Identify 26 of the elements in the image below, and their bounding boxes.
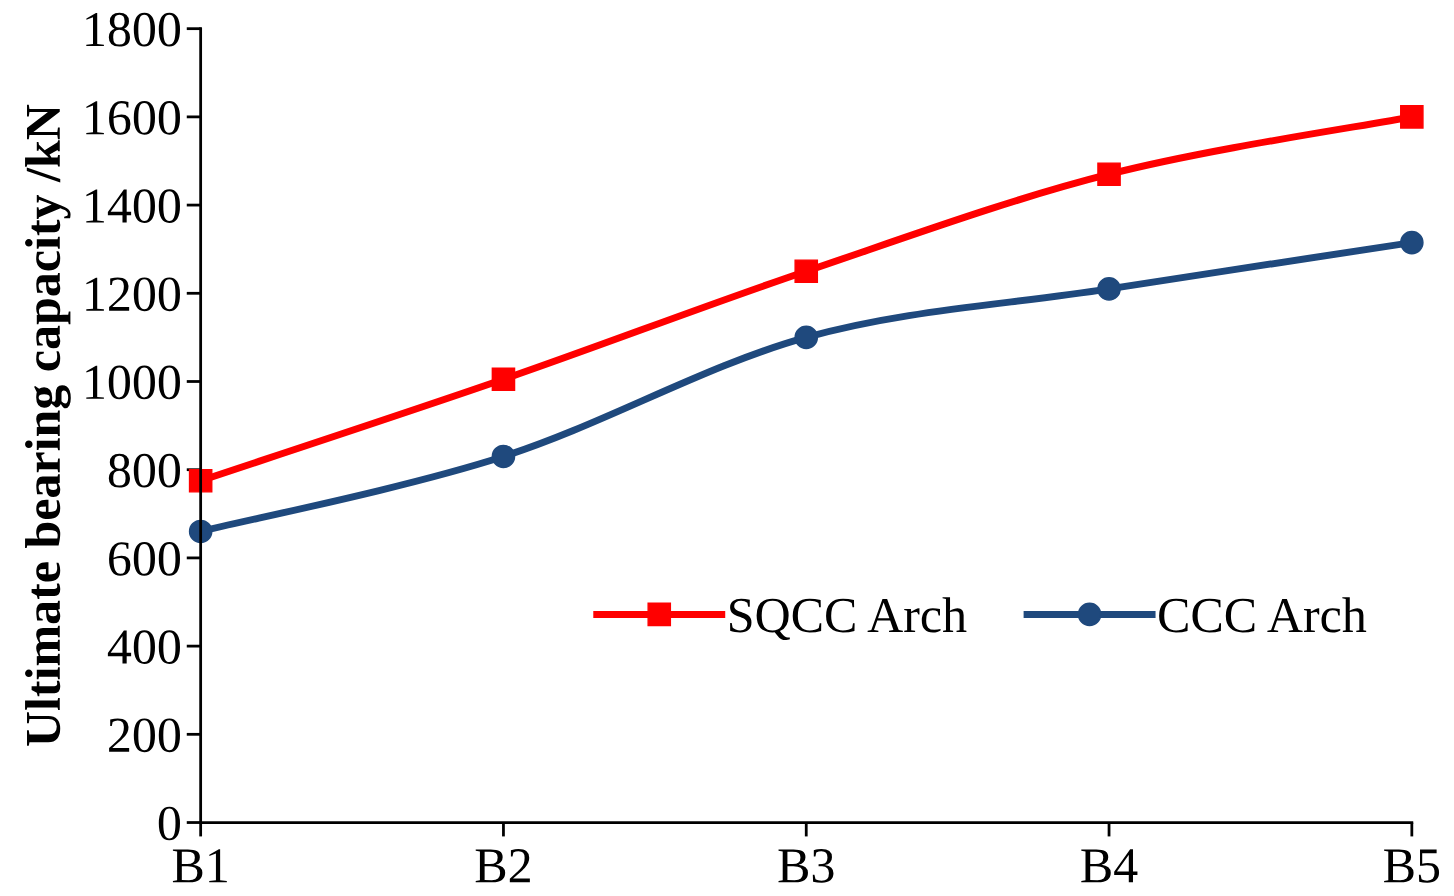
point bbox=[794, 325, 819, 350]
y-tick-label: 0 bbox=[158, 806, 180, 841]
point bbox=[1097, 277, 1121, 301]
y-tick-label: 1200 bbox=[86, 277, 180, 312]
y-tick-label: 200 bbox=[109, 718, 180, 753]
y-tick-label: 1600 bbox=[86, 100, 180, 135]
point bbox=[794, 259, 819, 284]
legend-label: CCC Arch bbox=[1159, 597, 1367, 633]
x-tick-label: B1 bbox=[172, 849, 227, 883]
x-tick-label: B2 bbox=[475, 849, 530, 883]
point bbox=[1400, 230, 1424, 255]
point bbox=[491, 444, 516, 469]
y-tick-label: 600 bbox=[109, 542, 180, 576]
point bbox=[491, 367, 516, 392]
y-tick-label: 1000 bbox=[86, 365, 180, 400]
y-tick-label: 1400 bbox=[86, 189, 180, 223]
legend-label: SQCC Arch bbox=[730, 597, 967, 641]
x-tick-label: B4 bbox=[1081, 849, 1138, 883]
x-tick-label: B5 bbox=[1384, 849, 1440, 883]
y-tick-label: 1800 bbox=[86, 12, 180, 47]
y-tick-label: 800 bbox=[108, 453, 180, 488]
x-tick-label: B3 bbox=[778, 849, 834, 883]
point bbox=[1400, 105, 1424, 129]
y-tick-label: 400 bbox=[107, 630, 180, 664]
point bbox=[1097, 162, 1121, 187]
y-axis-title: Ultimate bearing capacity /kN bbox=[25, 104, 71, 746]
